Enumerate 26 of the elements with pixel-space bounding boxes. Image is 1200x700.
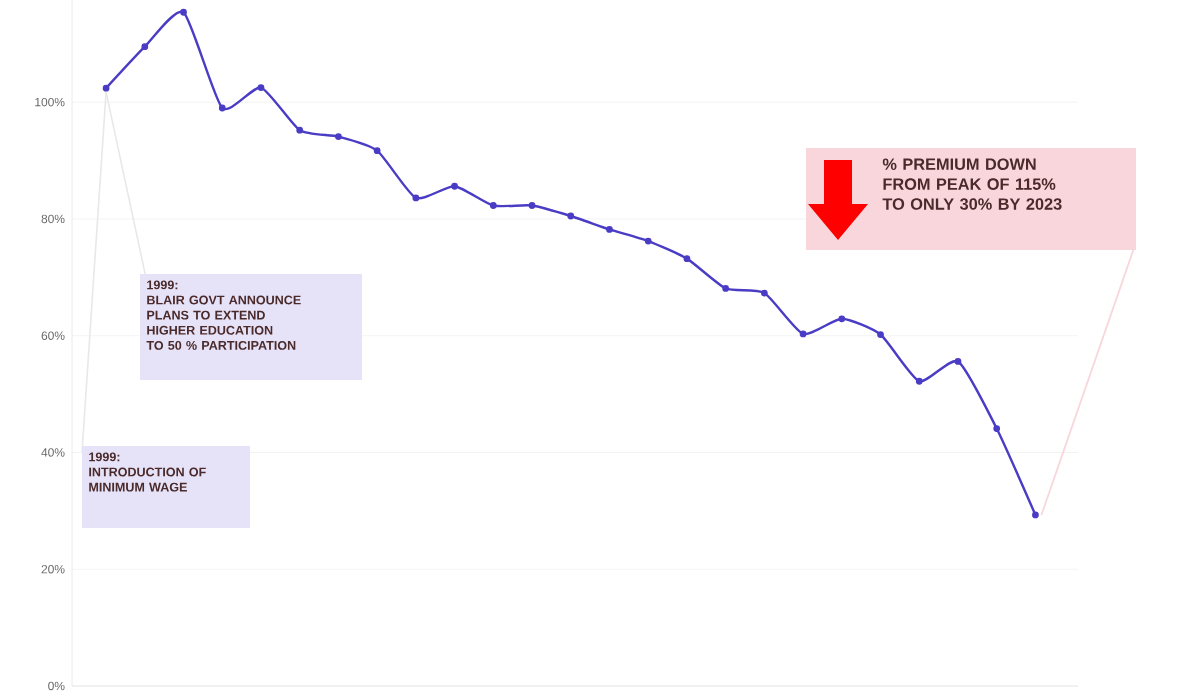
point — [722, 285, 730, 292]
point — [373, 147, 381, 155]
point — [296, 126, 304, 134]
point — [1032, 511, 1039, 519]
point — [257, 84, 265, 91]
point — [451, 182, 458, 190]
point — [993, 425, 1001, 432]
point — [180, 8, 187, 16]
point — [954, 358, 962, 365]
point — [915, 377, 923, 385]
point — [644, 237, 652, 245]
point — [141, 43, 149, 51]
annotation: % PREMIUM DOWN FROM PEAK OF 115% TO ONLY 30% BY 2023 — [882, 158, 1062, 210]
point — [606, 226, 613, 233]
point — [412, 194, 420, 202]
point — [799, 330, 807, 338]
point — [877, 331, 884, 338]
point — [102, 84, 110, 92]
point — [838, 315, 846, 323]
point — [528, 202, 536, 209]
point — [335, 133, 342, 140]
point — [567, 212, 575, 220]
point — [683, 255, 691, 263]
point — [760, 289, 768, 297]
point — [489, 202, 497, 209]
point — [218, 104, 226, 112]
